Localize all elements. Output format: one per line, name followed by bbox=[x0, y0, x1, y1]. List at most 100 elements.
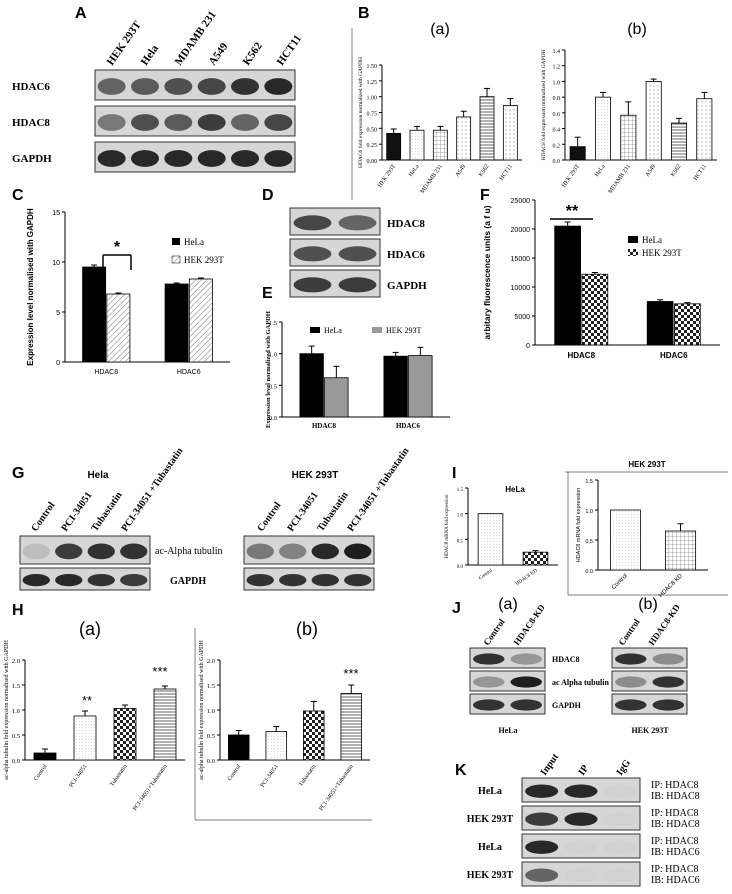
chart-I-right-bar bbox=[664, 530, 697, 571]
panel-j-left-blot-3-band-2 bbox=[510, 699, 542, 711]
chart-E-category-label: HDAC6 bbox=[396, 422, 421, 430]
panel-a-row-label: HDAC8 bbox=[12, 117, 50, 129]
panel-j-left-blot-2-band-2 bbox=[510, 676, 542, 688]
panel-g-left-blot-gapdh-band-4 bbox=[120, 573, 148, 587]
panel-d-row-label: HDAC6 bbox=[387, 249, 425, 261]
panel-g-right-blot-gapdh-band-3 bbox=[311, 573, 339, 587]
chart-E-bar bbox=[299, 353, 324, 418]
chart-H-b-bar bbox=[228, 734, 250, 761]
panel-g-right-blot-gapdh-strip bbox=[243, 567, 375, 591]
panel-c-legend-hela: HeLa bbox=[184, 237, 204, 247]
panel-label-i: I bbox=[452, 465, 456, 482]
panel-k-ib-label: IB: HDAC8 bbox=[651, 791, 700, 802]
panel-a-row-label: HDAC6 bbox=[12, 81, 50, 93]
panel-f-sig-star: ** bbox=[566, 203, 579, 220]
panel-g-left-blot-gapdh-strip bbox=[19, 567, 151, 591]
panel-k-blot-3-band-3 bbox=[603, 840, 637, 854]
chart-C-bar bbox=[106, 293, 131, 363]
panel-g-left-blot-tubulin-band-1 bbox=[22, 543, 50, 560]
chart-H-a-ylabel: ac-alpha tubulin fold expression normali… bbox=[3, 640, 10, 780]
chart-C-ytick-label: 5 bbox=[56, 310, 60, 317]
panel-g-right-blot-tubulin-band-4 bbox=[344, 543, 372, 560]
panel-f-legend-hela: HeLa bbox=[642, 235, 662, 245]
panel-a-blot-hdac8-band-5 bbox=[231, 114, 259, 131]
chart-B-a-category-label: HEK 293T bbox=[377, 163, 397, 188]
panel-j-cell-hek: HEK 293T bbox=[631, 726, 669, 735]
chart-E-ylabel: Expression level normalized with GAPDH bbox=[265, 311, 272, 428]
panel-j-right-blot-2-band-1 bbox=[615, 676, 647, 688]
chart-B-b-ytick-label: 1.2 bbox=[553, 65, 561, 71]
panel-g-right-blot-gapdh-band-2 bbox=[279, 573, 307, 587]
chart-C-category-label: HDAC6 bbox=[177, 369, 201, 376]
panel-k-ip-label: IP: HDAC8 bbox=[651, 780, 699, 791]
chart-H-b-ylabel: ac-alpha tubulin fold expression normali… bbox=[198, 640, 205, 780]
panel-j-cell-hela: HeLa bbox=[498, 726, 517, 735]
panel-k-lane-label: IgG bbox=[614, 758, 633, 778]
chart-B-b-ytick-label: 1.0 bbox=[553, 80, 561, 86]
chart-I-left-ytick-label: 1.5 bbox=[457, 488, 464, 493]
chart-H-a-category-label: Control bbox=[33, 763, 49, 782]
chart-B-b-category-label: K562 bbox=[670, 164, 683, 178]
chart-B-a-bar bbox=[386, 132, 402, 161]
chart-B-a-bar bbox=[456, 116, 472, 161]
chart-C-ytick-label: 0 bbox=[56, 360, 60, 367]
panel-g-right-lane-label: Control bbox=[255, 500, 283, 534]
chart-C-ytick-label: 10 bbox=[52, 260, 60, 267]
chart-H-a-ytick-label: 2.0 bbox=[12, 658, 20, 665]
chart-B-b-bar bbox=[569, 146, 586, 161]
panel-k-blot-1-band-2 bbox=[564, 784, 598, 798]
chart-B-b-ytick-label: 0.4 bbox=[553, 128, 561, 134]
chart-B-b-category-label: MDAMB 231 bbox=[608, 164, 632, 195]
panel-a-lane-label: HCT11 bbox=[275, 33, 304, 68]
chart-F-ytick-label: 10000 bbox=[511, 285, 531, 292]
panel-g-left-lane-label: Control bbox=[29, 500, 57, 534]
panel-g-right-lane-label: PCI-34051 +Tubastatin bbox=[345, 446, 411, 534]
panel-k-blot-3-band-1 bbox=[525, 840, 559, 854]
panel-k-blot-2-band-2 bbox=[564, 812, 598, 826]
chart-I-left-bar bbox=[522, 551, 549, 566]
panel-k-ip-label: IP: HDAC8 bbox=[651, 808, 699, 819]
chart-H-a-bar bbox=[73, 715, 97, 761]
chart-B-a-ylabel: HDAC6 fold expression normalized with GA… bbox=[357, 57, 364, 168]
chart-C-bar bbox=[188, 278, 213, 363]
chart-B-b-ytick-label: 1.4 bbox=[553, 49, 561, 55]
panel-i-left-title: HeLa bbox=[505, 485, 525, 494]
panel-a-blot-hdac6-band-6 bbox=[264, 78, 293, 95]
chart-B-b-ylabel: HDAC8 fold expression normalized with GA… bbox=[540, 49, 547, 160]
panel-c-sig-star: * bbox=[114, 239, 121, 256]
panel-g-left-title: Hela bbox=[87, 470, 109, 481]
chart-B-a-ytick-label: 0.75 bbox=[367, 112, 378, 118]
panel-g-right-blot-tubulin-band-2 bbox=[279, 543, 307, 560]
chart-I-right-ytick-label: 1.0 bbox=[585, 509, 593, 515]
panel-j-left-blot-1-band-2 bbox=[510, 653, 542, 665]
chart-H-b-ytick-label: 1.0 bbox=[207, 708, 215, 715]
panel-j-row-label: GAPDH bbox=[552, 701, 582, 710]
chart-I-left-ytick-label: 0.0 bbox=[457, 565, 464, 570]
chart-F-ytick-label: 0 bbox=[526, 343, 530, 350]
panel-a-blot-gapdh-band-5 bbox=[231, 150, 259, 167]
panel-k-cell-label: HeLa bbox=[478, 842, 502, 853]
chart-E-bar bbox=[324, 377, 349, 418]
chart-B-a-ytick-label: 1.00 bbox=[367, 96, 378, 102]
chart-H-b-bar bbox=[265, 731, 287, 761]
chart-B-b-category-label: HCT11 bbox=[693, 164, 708, 182]
panel-a-lane-label: A549 bbox=[207, 40, 231, 67]
panel-j-row-label: ac Alpha tubulin bbox=[552, 678, 609, 687]
chart-B-a-bar bbox=[432, 129, 448, 161]
panel-g-right-blot-gapdh-band-4 bbox=[344, 573, 372, 587]
panel-k-blot-1-band-1 bbox=[525, 784, 559, 798]
panel-k-lane-label: Input bbox=[538, 751, 561, 777]
chart-I-left-ytick-label: 1.0 bbox=[457, 514, 464, 519]
panel-g-right-title: HEK 293T bbox=[292, 470, 339, 481]
chart-I-left-bar bbox=[477, 513, 504, 566]
panel-a-blot-gapdh-band-3 bbox=[164, 150, 193, 167]
panel-g-left-blot-gapdh-band-1 bbox=[22, 573, 50, 587]
panel-k-cell-label: HEK 293T bbox=[467, 814, 514, 825]
chart-B-b-ytick-label: 0.8 bbox=[553, 96, 561, 102]
panel-h-sub-a: (a) bbox=[79, 619, 101, 639]
panel-h-sub-b: (b) bbox=[296, 619, 318, 639]
panel-a-lane-label: Hela bbox=[139, 42, 162, 67]
panel-c-legend-swatch-hela bbox=[172, 238, 180, 245]
panel-g-left-blot-tubulin-band-2 bbox=[55, 543, 83, 560]
